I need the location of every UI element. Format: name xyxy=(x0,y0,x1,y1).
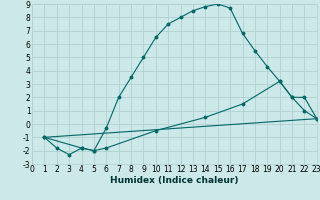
X-axis label: Humidex (Indice chaleur): Humidex (Indice chaleur) xyxy=(110,176,239,185)
